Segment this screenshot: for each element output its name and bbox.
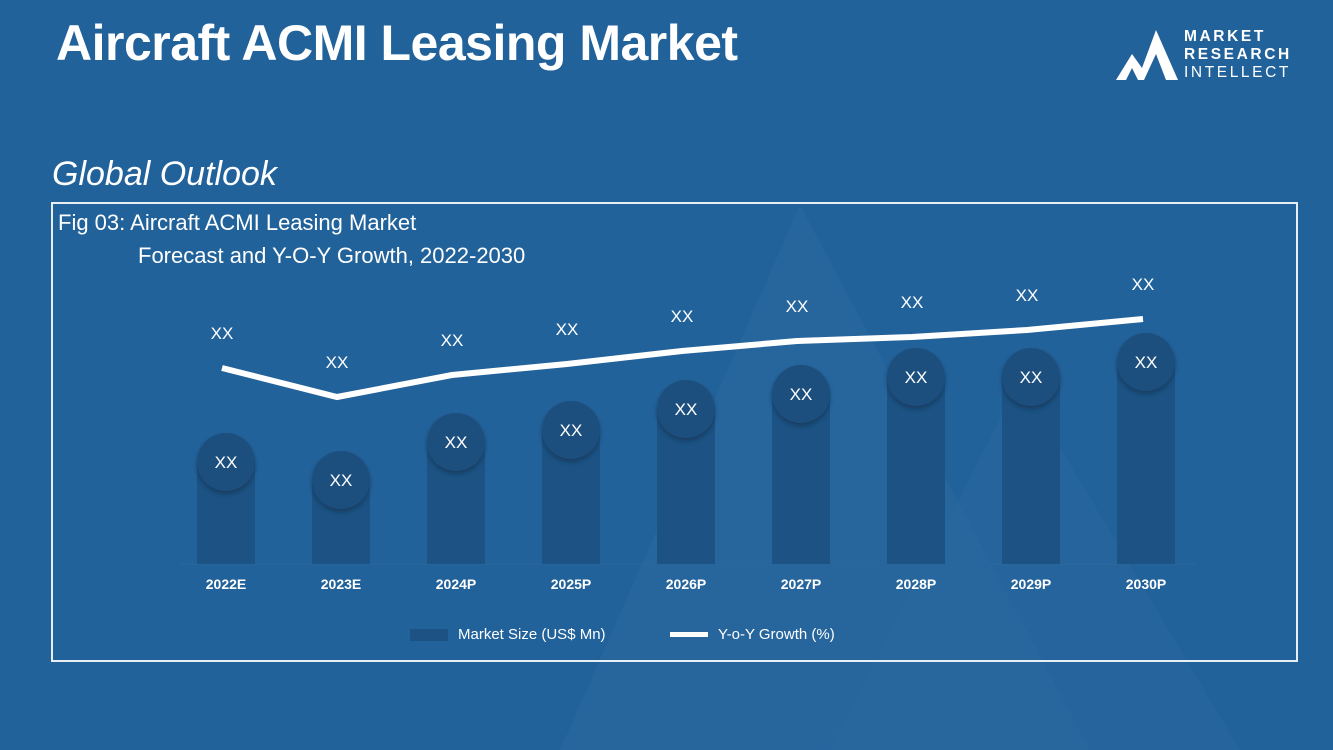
legend-label: Market Size (US$ Mn) — [458, 626, 606, 643]
bar-cap-2025P — [542, 401, 600, 459]
x-tick-label: 2024P — [436, 576, 476, 592]
logo-line1: MARKET — [1184, 28, 1266, 45]
logo-mountain-icon — [1116, 30, 1178, 80]
line-data-label: XX — [786, 297, 809, 316]
logo-line2: RESEARCH — [1184, 46, 1292, 63]
x-tick-label: 2029P — [1011, 576, 1051, 592]
x-tick-label: 2030P — [1126, 576, 1166, 592]
bar-data-label: XX — [675, 400, 698, 419]
bar-data-label: XX — [560, 421, 583, 440]
line-data-label: XX — [556, 320, 579, 339]
bar-cap-2027P — [772, 365, 830, 423]
bar-cap-2029P — [1002, 348, 1060, 406]
bar-2029P — [1002, 377, 1060, 564]
chart-title-line2: Forecast and Y-O-Y Growth, 2022-2030 — [138, 243, 526, 268]
legend-label: Y-o-Y Growth (%) — [718, 626, 835, 643]
bar-data-label: XX — [905, 368, 928, 387]
bar-cap-2026P — [657, 380, 715, 438]
x-tick-label: 2028P — [896, 576, 936, 592]
x-tick-label: 2026P — [666, 576, 706, 592]
line-data-label: XX — [326, 353, 349, 372]
line-data-label: XX — [671, 307, 694, 326]
bar-cap-2030P — [1117, 333, 1175, 391]
line-data-label: XX — [1016, 286, 1039, 305]
x-tick-label: 2022E — [206, 576, 246, 592]
bar-cap-2024P — [427, 413, 485, 471]
bar-data-label: XX — [330, 471, 353, 490]
section-subtitle: Global Outlook — [52, 155, 277, 193]
line-data-label: XX — [211, 324, 234, 343]
bar-cap-2023E — [312, 451, 370, 509]
logo-line3: INTELLECT — [1184, 64, 1291, 81]
bar-data-label: XX — [1135, 353, 1158, 372]
line-data-label: XX — [441, 331, 464, 350]
bar-data-label: XX — [1020, 368, 1043, 387]
x-tick-label: 2025P — [551, 576, 591, 592]
line-data-label: XX — [1132, 275, 1155, 294]
legend-item-yoy-growth: Y-o-Y Growth (%) — [670, 626, 835, 643]
bar-data-label: XX — [790, 385, 813, 404]
legend-swatch-bar — [410, 628, 448, 641]
bar-data-label: XX — [215, 453, 238, 472]
logo: MARKET RESEARCH INTELLECT — [1116, 28, 1296, 84]
x-tick-label: 2023E — [321, 576, 361, 592]
chart-title-line1: Fig 03: Aircraft ACMI Leasing Market — [58, 210, 417, 235]
bar-2030P — [1117, 362, 1175, 564]
bar-cap-2028P — [887, 348, 945, 406]
bar-2028P — [887, 377, 945, 564]
page-title: Aircraft ACMI Leasing Market — [56, 15, 738, 71]
x-tick-label: 2027P — [781, 576, 821, 592]
legend-swatch-line — [670, 632, 708, 637]
bar-data-label: XX — [445, 433, 468, 452]
chart-frame — [51, 202, 1298, 662]
bar-cap-2022E — [197, 433, 255, 491]
line-data-label: XX — [901, 293, 924, 312]
legend-item-market-size: Market Size (US$ Mn) — [410, 626, 606, 643]
